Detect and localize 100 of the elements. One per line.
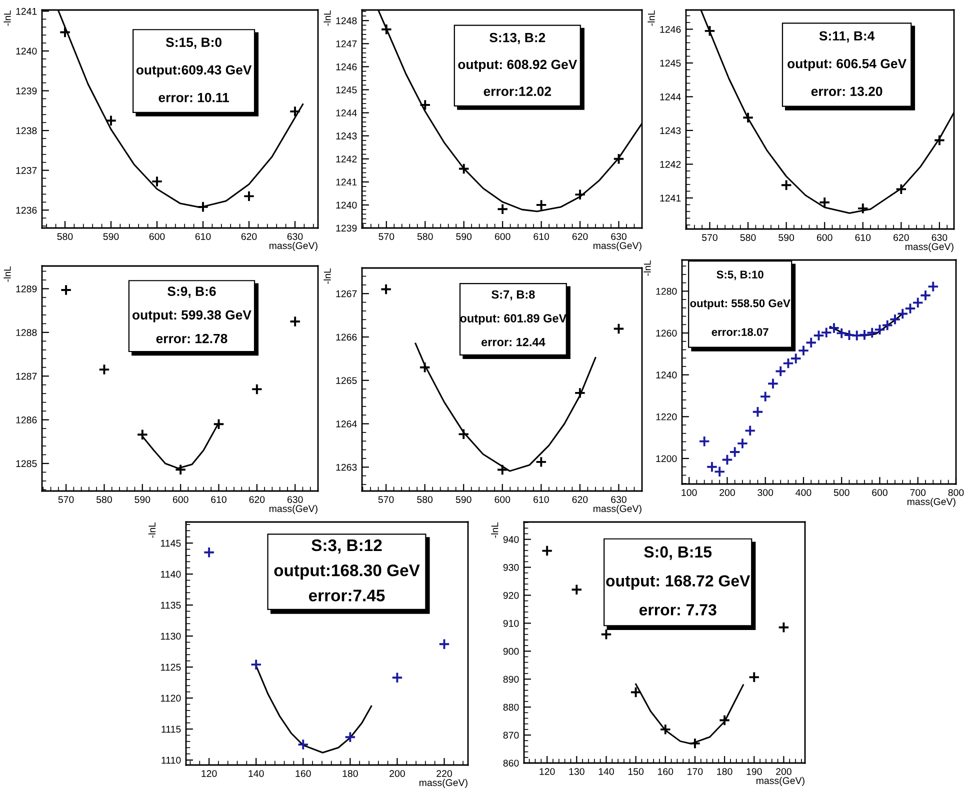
annotation: S:13, B:2 <box>490 32 546 44</box>
y-tick-label: 1110 <box>162 756 181 764</box>
x-axis-title: mass(GeV) <box>419 778 468 788</box>
x-tick-label: 620 <box>894 234 909 241</box>
y-tick-label: 1200 <box>656 455 677 462</box>
annotation: S:11, B:4 <box>819 31 875 42</box>
y-tick-label: 930 <box>503 564 519 571</box>
x-tick-label: 570 <box>58 496 74 503</box>
x-tick-label: 590 <box>456 233 472 240</box>
y-tick-label: 940 <box>503 536 519 543</box>
annotation: S:9, B:6 <box>168 286 216 298</box>
x-tick-label: 610 <box>534 233 550 240</box>
y-axis-title: -lnL <box>491 522 498 538</box>
x-tick-label: 590 <box>134 496 150 503</box>
x-tick-label: 620 <box>241 233 257 240</box>
y-axis-title: -lnL <box>148 522 156 538</box>
x-tick-label: 300 <box>758 489 774 496</box>
x-tick-label: 160 <box>658 768 674 775</box>
x-tick-label: 610 <box>534 496 549 503</box>
x-tick-label: 190 <box>746 768 762 775</box>
x-tick-label: 200 <box>720 489 735 496</box>
x-tick-label: 200 <box>776 768 792 775</box>
annotation: error: 10.11 <box>158 92 230 102</box>
y-axis-title: -lnL <box>324 268 331 284</box>
annotation: output: 601.89 GeV <box>460 314 567 325</box>
x-tick-label: 630 <box>611 496 626 503</box>
annotation: output: 599.38 GeV <box>132 310 252 322</box>
x-tick-label: 160 <box>296 770 311 777</box>
y-tick-label: 1263 <box>336 464 357 471</box>
annotation: error:7.45 <box>308 590 385 602</box>
y-tick-label: 1244 <box>660 93 681 100</box>
y-tick-label: 900 <box>503 648 519 655</box>
annotation: output: 558.50 GeV <box>690 299 790 310</box>
x-tick-label: 610 <box>195 233 211 240</box>
x-tick-label: 140 <box>248 770 264 777</box>
x-tick-label: 180 <box>717 768 732 775</box>
y-tick-label: 1145 <box>160 540 181 547</box>
y-tick-label: 1241 <box>336 178 357 186</box>
y-tick-label: 1243 <box>336 132 357 140</box>
x-tick-label: 610 <box>211 496 226 503</box>
x-tick-label: 600 <box>494 496 510 503</box>
x-tick-label: 130 <box>569 768 584 775</box>
y-tick-label: 860 <box>503 760 519 767</box>
x-axis-title: mass(GeV) <box>269 504 318 514</box>
x-tick-label: 590 <box>103 233 119 240</box>
y-tick-label: 1115 <box>162 726 181 733</box>
y-tick-label: 1241 <box>660 194 681 202</box>
annotation: error: 7.73 <box>639 604 716 616</box>
x-tick-label: 100 <box>682 489 697 496</box>
y-tick-label: 1240 <box>16 48 37 55</box>
x-tick-label: 580 <box>57 233 73 240</box>
x-tick-label: 400 <box>796 489 812 496</box>
y-tick-label: 1140 <box>160 570 181 578</box>
x-tick-label: 700 <box>910 489 926 496</box>
y-tick-label: 1288 <box>16 329 37 336</box>
annotation: error: 12.78 <box>156 334 228 344</box>
y-tick-label: 1248 <box>336 17 357 24</box>
y-tick-label: 1245 <box>660 60 681 67</box>
y-tick-label: 1266 <box>336 334 357 341</box>
y-tick-label: 1286 <box>16 416 37 424</box>
x-tick-label: 600 <box>816 234 832 241</box>
x-tick-label: 630 <box>611 233 626 240</box>
x-tick-label: 140 <box>598 768 614 775</box>
x-axis-title: mass(GeV) <box>905 242 954 252</box>
y-tick-label: 1243 <box>660 127 681 134</box>
y-tick-label: 1280 <box>656 288 677 295</box>
y-tick-label: 1265 <box>336 377 357 384</box>
x-axis-title: mass(GeV) <box>907 498 956 507</box>
x-tick-label: 620 <box>572 496 588 503</box>
y-tick-label: 1120 <box>160 694 181 702</box>
x-axis-title: mass(GeV) <box>593 242 642 251</box>
annotation: output:609.43 GeV <box>136 65 252 78</box>
x-tick-label: 580 <box>417 233 433 240</box>
x-tick-label: 600 <box>872 489 888 496</box>
y-axis-title: -lnL <box>324 10 331 26</box>
x-tick-label: 630 <box>287 233 303 240</box>
y-tick-label: 890 <box>503 676 519 683</box>
y-tick-label: 1247 <box>336 40 357 48</box>
y-tick-label: 1285 <box>16 460 37 468</box>
x-tick-label: 120 <box>202 770 217 777</box>
y-tick-label: 1130 <box>160 632 181 640</box>
x-tick-label: 620 <box>572 233 588 240</box>
y-tick-label: 1246 <box>336 63 357 70</box>
y-axis-title: -lnL <box>644 260 651 276</box>
y-tick-label: 1245 <box>336 86 357 94</box>
y-tick-label: 870 <box>503 732 519 739</box>
x-tick-label: 570 <box>378 233 394 240</box>
y-tick-label: 1242 <box>660 160 681 168</box>
y-tick-label: 1267 <box>336 290 357 298</box>
annotation: S:0, B:15 <box>644 546 712 560</box>
x-tick-label: 630 <box>932 234 948 241</box>
annotation: output: 608.92 GeV <box>458 60 578 72</box>
y-tick-label: 910 <box>503 620 519 627</box>
annotation: error:12.02 <box>484 86 551 96</box>
y-tick-label: 1236 <box>16 206 37 214</box>
y-tick-label: 1239 <box>336 224 357 232</box>
annotation: S:7, B:8 <box>492 290 535 300</box>
x-axis-title: mass(GeV) <box>593 504 642 514</box>
y-tick-label: 1244 <box>336 110 357 116</box>
annotation: S:15, B:0 <box>166 38 222 49</box>
